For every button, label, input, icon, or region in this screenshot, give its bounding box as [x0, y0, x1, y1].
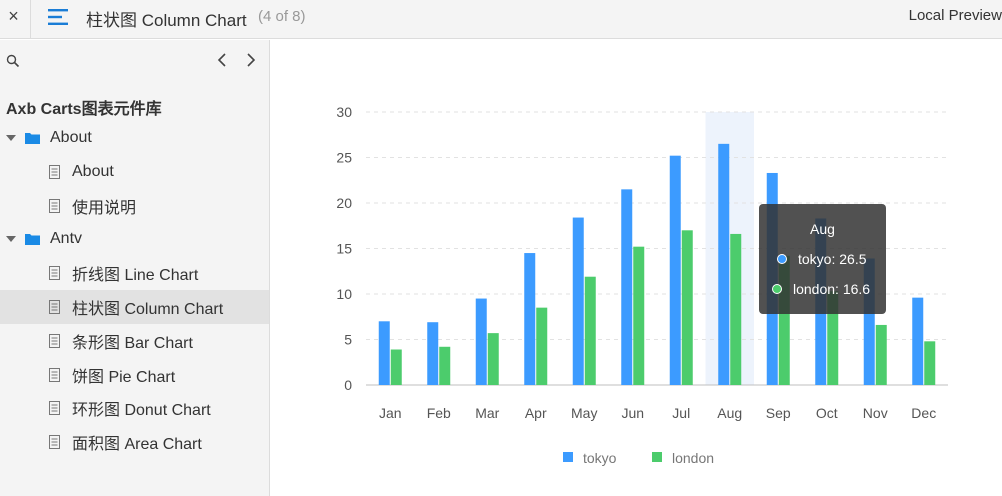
top-bar: × 柱状图 Column Chart (4 of 8) Local Previe… [0, 0, 1002, 39]
page-icon [49, 300, 60, 314]
page-icon [49, 401, 60, 415]
tree-label: 饼图 Pie Chart [72, 369, 176, 386]
sidebar: Axb Carts图表元件库 About About 使用说明 Antv 折线图… [0, 40, 270, 496]
close-button[interactable]: × [8, 6, 19, 26]
chevron-right-icon[interactable] [243, 51, 259, 69]
tree-label: Antv [50, 230, 83, 247]
page-icon [49, 165, 60, 179]
page-icon [49, 266, 60, 280]
page-icon [49, 334, 60, 348]
tree-label: 环形图 Donut Chart [72, 402, 211, 419]
folder-icon [25, 133, 40, 144]
page-title: 柱状图 Column Chart [86, 11, 247, 30]
menu-icon[interactable] [48, 8, 70, 26]
page-icon [49, 199, 60, 213]
tree-label: 使用说明 [72, 200, 137, 217]
tree-page-area-chart[interactable]: 面积图 Area Chart [0, 425, 269, 459]
tooltip-title: Aug [810, 221, 835, 237]
tree-label: 面积图 Area Chart [72, 436, 202, 453]
tooltip-london-value: london: 16.6 [793, 281, 871, 297]
tree-label: About [72, 163, 114, 180]
chart-canvas [271, 40, 1002, 496]
caret-down-icon[interactable] [6, 234, 16, 244]
tree-label: 折线图 Line Chart [72, 267, 199, 284]
project-title: Axb Carts图表元件库 [6, 101, 162, 118]
tree-label: About [50, 129, 92, 146]
folder-icon [25, 234, 40, 245]
tree-label: 柱状图 Column Chart [72, 301, 224, 318]
tooltip-tokyo-dot [777, 254, 787, 264]
tree-page-column-chart[interactable]: 柱状图 Column Chart [0, 290, 269, 324]
chart-tooltip: Aug tokyo: 26.5 london: 16.6 [759, 204, 886, 314]
page-count: (4 of 8) [258, 8, 306, 25]
page-icon [49, 435, 60, 449]
tree-folder-antv[interactable]: Antv [0, 222, 269, 256]
tooltip-tokyo-value: tokyo: 26.5 [798, 251, 867, 267]
tooltip-london-dot [772, 284, 782, 294]
local-preview-label[interactable]: Local Preview [908, 7, 1002, 24]
search-icon[interactable] [6, 54, 20, 68]
tree-page-usage[interactable]: 使用说明 [0, 189, 269, 223]
top-divider [30, 0, 31, 39]
chevron-left-icon[interactable] [214, 51, 230, 69]
tree-page-donut-chart[interactable]: 环形图 Donut Chart [0, 391, 269, 425]
tree-page-about[interactable]: About [0, 155, 269, 189]
tree-page-pie-chart[interactable]: 饼图 Pie Chart [0, 358, 269, 392]
tree-page-line-chart[interactable]: 折线图 Line Chart [0, 256, 269, 290]
tree-page-bar-chart[interactable]: 条形图 Bar Chart [0, 324, 269, 358]
caret-down-icon[interactable] [6, 133, 16, 143]
tree-label: 条形图 Bar Chart [72, 335, 193, 352]
page-icon [49, 368, 60, 382]
tree-folder-about[interactable]: About [0, 121, 269, 155]
